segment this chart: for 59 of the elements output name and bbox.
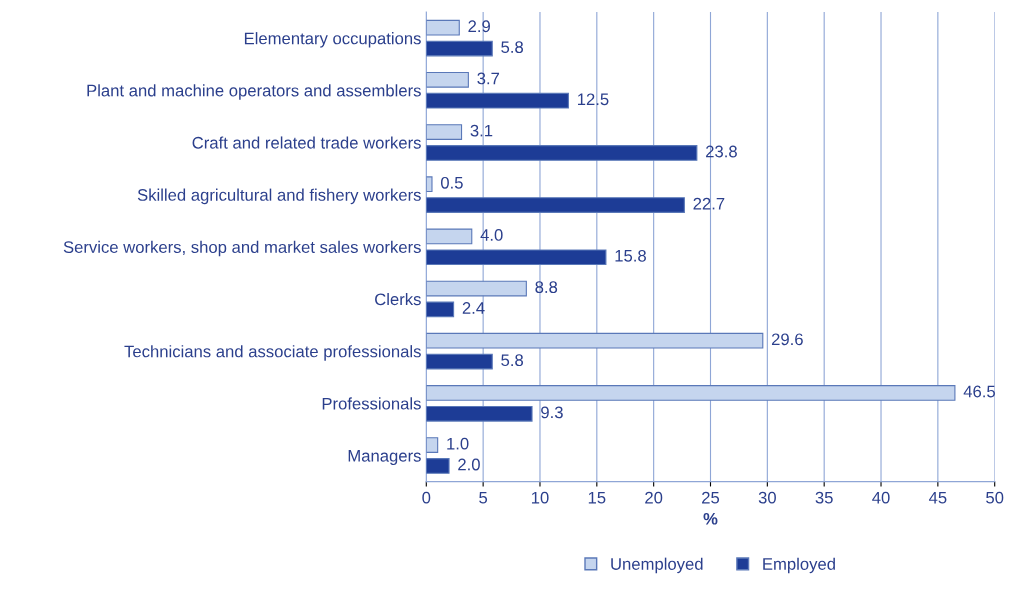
data-label: 4.0 [480, 229, 503, 241]
y-tick-label: Craft and related trade workers [192, 136, 421, 149]
bar [426, 228, 473, 245]
bar [426, 197, 685, 213]
y-tick-label: Elementary occupations [244, 32, 421, 48]
x-tick-label: 15 [588, 491, 606, 504]
legend-label: Employed [763, 557, 835, 574]
x-tick-label: 45 [928, 491, 947, 504]
data-label: 2.0 [458, 458, 480, 471]
x-tick-label: 50 [986, 491, 1004, 504]
data-label: 46.5 [963, 385, 995, 398]
y-tick-label: Skilled agricultural and fishery workers [137, 188, 421, 205]
data-label: 12.5 [578, 93, 609, 106]
data-label: 2.9 [468, 20, 490, 33]
data-label: 9.3 [541, 406, 563, 419]
legend-label: Unemployed [611, 557, 703, 574]
bar [426, 124, 463, 140]
bar [426, 437, 439, 453]
x-tick-label: 30 [758, 491, 776, 504]
bar [426, 145, 698, 161]
x-tick-label: 20 [645, 491, 663, 504]
x-tick-label: 25 [702, 491, 720, 504]
data-label: 22.7 [693, 197, 725, 210]
x-tick-label: 40 [872, 491, 890, 504]
y-tick-label: Managers [348, 450, 421, 466]
bar [426, 458, 450, 474]
x-axis-title: % [703, 512, 718, 525]
data-label: 8.8 [535, 281, 558, 294]
bar [426, 280, 527, 297]
x-tick-label: 0 [422, 491, 431, 504]
x-tick-label: 5 [479, 491, 488, 504]
bar [426, 405, 533, 422]
data-label: 29.6 [771, 333, 803, 346]
y-tick-label: Service workers, shop and market sales workers [63, 240, 421, 257]
data-label: 1.0 [447, 437, 469, 450]
y-tick-label: Professionals [322, 397, 421, 410]
x-tick-label: 35 [815, 491, 833, 504]
data-label: 2.4 [462, 302, 485, 314]
y-tick-label: Clerks [375, 292, 421, 306]
data-label: 3.1 [470, 124, 493, 137]
bar [426, 301, 455, 318]
bar [426, 19, 460, 36]
bar [426, 72, 469, 88]
data-label: 5.8 [501, 354, 524, 367]
y-tick-label: Technicians and associate professionals [124, 345, 421, 361]
bar [426, 92, 569, 109]
data-label: 0.5 [440, 176, 463, 189]
bar [426, 176, 433, 193]
bar [426, 353, 493, 370]
x-tick-label: 10 [531, 491, 549, 504]
data-label: 3.7 [477, 72, 500, 85]
data-label: 23.8 [706, 145, 737, 158]
bar [426, 332, 764, 349]
bar [426, 40, 493, 57]
data-label: 15.8 [615, 249, 646, 262]
bar [426, 249, 607, 266]
bar [426, 385, 956, 401]
data-label: 5.8 [501, 41, 524, 54]
y-tick-label: Plant and machine operators and assemblers [87, 84, 421, 100]
